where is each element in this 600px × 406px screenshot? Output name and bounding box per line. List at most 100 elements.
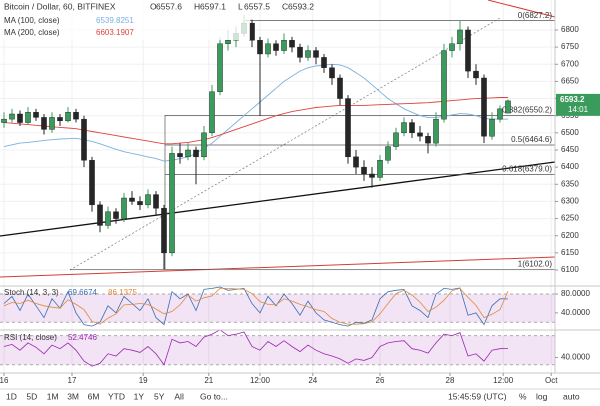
candle-body [9, 113, 15, 120]
trend-line-red [0, 256, 556, 278]
pane-legend-value: 69.6674 [68, 288, 97, 297]
range-button[interactable]: 6M [88, 391, 100, 401]
candle-body [161, 208, 167, 254]
candle-body [329, 67, 335, 79]
scale-button[interactable]: auto [563, 391, 580, 401]
pane-legend-value: 52.4746 [68, 333, 97, 342]
candle-body [393, 132, 399, 147]
range-button[interactable]: Go to... [200, 391, 228, 401]
scale-button[interactable]: % [519, 391, 527, 401]
legend-entry: MA (100, close) [4, 16, 60, 25]
oscillator-line [3, 286, 509, 327]
range-button[interactable]: 1D [6, 391, 17, 401]
y-tick-label: 6250 [561, 214, 579, 223]
range-button[interactable]: 3M [67, 391, 79, 401]
scale-button[interactable]: log [536, 391, 548, 401]
y-tick-label: 6500 [561, 128, 579, 137]
candle-body [185, 149, 191, 158]
candle-body [129, 197, 135, 202]
range-button[interactable]: All [174, 391, 184, 401]
candle-body [153, 194, 159, 209]
y-tick-label: 80.0000 [561, 289, 590, 298]
candle-body [369, 173, 375, 178]
candle-body [409, 122, 415, 134]
legend-bg [0, 0, 250, 40]
candle-body [33, 112, 39, 118]
range-button[interactable]: 5D [26, 391, 37, 401]
pane-legend: RSI (14, close) [4, 333, 57, 342]
y-tick-label: 6100 [561, 265, 579, 274]
candle-body [417, 132, 423, 137]
ohlc-label: L [238, 1, 243, 11]
candle-body [89, 160, 95, 206]
candle-body [305, 50, 311, 58]
ohlc-value: 6557.6 [156, 1, 182, 11]
candle-body [321, 57, 327, 68]
ohlc-value: 6597.1 [200, 1, 226, 11]
range-button[interactable]: 5Y [154, 391, 165, 401]
ohlc-value: 6557.5 [244, 1, 270, 11]
price-tag-label: 6593.2 [560, 95, 585, 104]
x-tick-label: 16 [0, 376, 9, 385]
candle-body [177, 153, 183, 158]
candle-body [481, 77, 487, 137]
trend-line-dotted [69, 17, 501, 271]
candle-body [257, 40, 263, 55]
y-tick-label: 6350 [561, 179, 579, 188]
y-tick-label: 6650 [561, 77, 579, 86]
legend: Stoch (14, 3, 3) 69.6674 86.1375 RSI (14, c… [0, 0, 314, 342]
x-tick-label: 24 [308, 376, 317, 385]
candle-body [353, 156, 359, 168]
fib-label: 0.618(6379.0) [502, 164, 552, 173]
candle-body [361, 166, 367, 175]
legend-entry: MA (200, close) [4, 28, 60, 37]
x-tick-label: 26 [376, 376, 385, 385]
y-tick-label: 40.0000 [561, 353, 590, 362]
ohlc-value: 6593.2 [288, 1, 314, 11]
axes: 6100615062006250630063506400645065006550… [0, 25, 600, 385]
pane-band [0, 294, 555, 323]
candle-body [49, 117, 55, 130]
candle-body [433, 118, 439, 144]
candle-body [73, 112, 79, 120]
candle-body [217, 43, 223, 92]
x-tick-label: 12:00 [493, 376, 514, 385]
countdown: 14:01 [568, 105, 589, 114]
price-tag [556, 93, 600, 116]
candle-body [465, 29, 471, 72]
ohlc-label: O [150, 1, 157, 11]
fib-label: 0.5(6464.6) [511, 135, 552, 144]
range-button[interactable]: 1M [47, 391, 59, 401]
x-tick-label: 28 [446, 376, 455, 385]
ohlc-label: C [282, 1, 288, 11]
y-tick-label: 6150 [561, 248, 579, 257]
toolbar: 1D 5D 1M 3M 6M YTD 1Y 5Y All Go to... 15:45:59 (UT… [6, 391, 580, 401]
candle-body [137, 201, 143, 206]
candle-body [425, 136, 431, 144]
candle-body [1, 118, 7, 123]
candle-body [457, 29, 463, 44]
range-button[interactable]: YTD [108, 391, 125, 401]
trend-line-red [487, 0, 556, 18]
candle-body [489, 118, 495, 137]
candle-body [313, 50, 319, 58]
range-button[interactable]: 1Y [134, 391, 145, 401]
candle-body [449, 43, 455, 51]
candle-body [401, 122, 407, 134]
candle-body [97, 204, 103, 226]
candle-body [281, 40, 287, 51]
candle-body [377, 160, 383, 178]
fib-label: 0.382(6550.2) [502, 106, 552, 115]
candle-body [289, 40, 295, 48]
candle-body [105, 211, 111, 226]
plot: 0(6827.2) 0.382(6550.2) 0.5(6464.6) 0.618(6… [1, 11, 555, 367]
y-tick-label: 6300 [561, 197, 579, 206]
candle-body [385, 146, 391, 161]
pane-legend: Stoch (14, 3, 3) [4, 288, 59, 297]
candle-body [65, 112, 71, 122]
moving-average [3, 97, 508, 145]
candle-body [273, 43, 279, 51]
legend-value: 6603.1907 [96, 28, 134, 37]
candle-body [145, 194, 151, 206]
